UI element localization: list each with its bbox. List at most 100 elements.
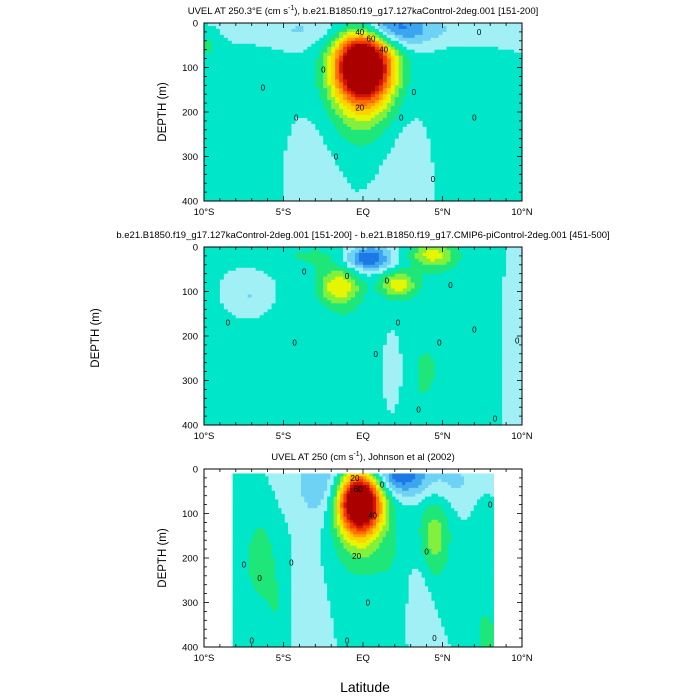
heatmap-cell xyxy=(247,88,253,92)
heatmap-cell xyxy=(394,168,400,172)
heatmap-cell xyxy=(410,120,416,125)
heatmap-cell xyxy=(458,37,463,42)
heatmap-cell xyxy=(370,106,376,110)
heatmap-cell xyxy=(366,82,372,86)
heatmap-cell xyxy=(518,64,522,69)
heatmap-cell xyxy=(482,165,487,169)
heatmap-cell xyxy=(347,79,352,83)
heatmap-cell xyxy=(474,159,479,164)
heatmap-cell xyxy=(394,88,400,92)
heatmap-cell xyxy=(510,97,515,101)
heatmap-cell xyxy=(510,114,515,119)
heatmap-cell xyxy=(498,28,503,33)
heatmap-cell xyxy=(247,76,253,80)
heatmap-cell xyxy=(510,198,515,201)
heatmap-cell xyxy=(291,147,297,152)
heatmap-cell xyxy=(474,165,479,169)
heatmap-cell xyxy=(498,73,503,77)
heatmap-cell xyxy=(211,58,217,63)
heatmap-cell xyxy=(311,31,316,36)
heatmap-cell xyxy=(366,153,372,158)
heatmap-cell xyxy=(347,114,352,119)
heatmap-cell xyxy=(339,192,344,196)
heatmap-cell xyxy=(307,117,312,122)
heatmap-cell xyxy=(204,419,209,423)
heatmap-cell xyxy=(219,189,225,193)
heatmap-cell xyxy=(490,79,495,83)
heatmap-cell xyxy=(490,186,495,190)
heatmap-cell xyxy=(223,91,229,95)
heatmap-cell xyxy=(211,31,217,36)
heatmap-cell xyxy=(402,79,408,83)
heatmap-cell xyxy=(438,132,444,137)
heatmap-cell xyxy=(247,37,253,42)
heatmap-cell xyxy=(291,192,297,196)
heatmap-cell xyxy=(239,159,245,164)
heatmap-cell xyxy=(398,82,404,86)
heatmap-cell xyxy=(386,114,392,119)
heatmap-cell xyxy=(295,168,300,172)
heatmap-cell xyxy=(422,55,428,60)
heatmap-cell xyxy=(343,31,348,36)
heatmap-cell xyxy=(251,120,257,125)
heatmap-cell xyxy=(438,153,444,158)
heatmap-cell xyxy=(231,180,237,184)
heatmap-cell xyxy=(251,46,257,51)
heatmap-cell xyxy=(347,171,352,175)
heatmap-cell xyxy=(518,67,522,72)
heatmap-cell xyxy=(418,64,424,69)
heatmap-cell xyxy=(231,126,237,131)
heatmap-cell xyxy=(251,132,257,137)
heatmap-cell xyxy=(422,100,428,104)
heatmap-cell xyxy=(231,156,237,161)
heatmap-cell xyxy=(450,138,456,143)
heatmap-cell xyxy=(462,135,467,140)
heatmap-cell xyxy=(382,55,388,60)
heatmap-cell xyxy=(506,79,511,83)
heatmap-cell xyxy=(279,153,285,158)
heatmap-cell xyxy=(482,31,487,36)
heatmap-cell xyxy=(518,186,522,190)
heatmap-cell xyxy=(335,46,340,51)
heatmap-cell xyxy=(315,55,320,60)
heatmap-cell xyxy=(207,58,213,63)
heatmap-cell xyxy=(366,85,372,89)
heatmap-cell xyxy=(204,300,209,304)
heatmap-cell xyxy=(351,141,356,146)
heatmap-cell xyxy=(470,52,475,57)
heatmap-cell xyxy=(363,82,368,86)
heatmap-cell xyxy=(426,195,432,199)
heatmap-cell xyxy=(482,58,487,63)
heatmap-cell xyxy=(482,129,487,134)
heatmap-cell xyxy=(295,106,300,110)
heatmap-cell xyxy=(514,28,519,33)
heatmap-cell xyxy=(410,79,416,83)
heatmap-cell xyxy=(283,100,289,104)
heatmap-cell xyxy=(331,114,336,119)
heatmap-cell xyxy=(211,43,217,48)
heatmap-cell xyxy=(490,103,495,107)
heatmap-cell xyxy=(255,192,261,196)
heatmap-cell xyxy=(259,88,265,92)
heatmap-cell xyxy=(442,106,448,110)
heatmap-cell xyxy=(319,180,324,184)
heatmap-cell xyxy=(295,112,300,116)
heatmap-cell xyxy=(219,37,225,42)
heatmap-cell xyxy=(446,141,452,146)
heatmap-cell xyxy=(422,165,428,169)
heatmap-cell xyxy=(215,135,221,140)
heatmap-cell xyxy=(291,120,297,125)
heatmap-cell xyxy=(315,144,320,149)
heatmap-cell xyxy=(283,153,289,158)
heatmap-cell xyxy=(331,150,336,155)
heatmap-cell xyxy=(382,25,388,30)
heatmap-cell xyxy=(458,159,463,164)
heatmap-cell xyxy=(219,153,225,158)
heatmap-cell xyxy=(502,117,507,122)
heatmap-cell xyxy=(378,70,384,75)
heatmap-cell xyxy=(231,58,237,63)
heatmap-cell xyxy=(426,192,432,196)
heatmap-cell xyxy=(378,94,384,98)
heatmap-cell xyxy=(426,141,432,146)
heatmap-cell xyxy=(359,28,364,33)
